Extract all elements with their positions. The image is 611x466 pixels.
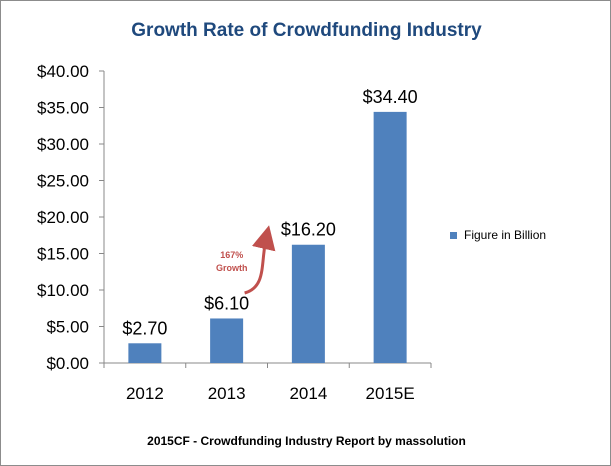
x-tick-label: 2014 (289, 384, 327, 403)
y-tick-label: $5.00 (46, 318, 89, 337)
y-tick-label: $15.00 (37, 245, 89, 264)
y-tick-label: $40.00 (37, 62, 89, 81)
x-axis-labels: 2012 2013 2014 2015E (126, 384, 415, 403)
bar-2013 (210, 318, 244, 363)
y-tick-label: $35.00 (37, 99, 89, 118)
bar-2012 (128, 343, 162, 363)
y-axis-ticks: $0.00 $5.00 $10.00 $15.00 $20.00 $25.00 $30.00… (37, 62, 432, 373)
data-label-2014: $16.20 (281, 220, 336, 240)
x-tick-label: 2013 (208, 384, 246, 403)
source-note: 2015CF - Crowdfunding Industry Report by… (147, 434, 466, 448)
legend-label: Figure in Billion (464, 228, 547, 242)
growth-annotation: 167% Growth (216, 249, 248, 275)
y-tick-label: $20.00 (37, 208, 89, 227)
bar-2014 (291, 244, 325, 363)
legend-swatch (450, 231, 457, 239)
data-label-2012: $2.70 (122, 318, 167, 338)
data-label-2013: $6.10 (204, 293, 249, 313)
data-label-2015E: $34.40 (363, 87, 418, 107)
y-tick-label: $10.00 (37, 281, 89, 300)
chart-title: Growth Rate of Crowdfunding Industry (131, 20, 482, 41)
y-tick-label: $0.00 (46, 354, 89, 373)
growth-percent: 167% (220, 250, 244, 260)
x-tick-label: 2012 (126, 384, 164, 403)
data-labels: $2.70 $6.10 $16.20 $34.40 (122, 87, 417, 338)
x-tick-label: 2015E (366, 384, 415, 403)
y-tick-label: $25.00 (37, 172, 89, 191)
growth-arrow (244, 225, 276, 295)
legend: Figure in Billion (450, 228, 546, 242)
y-tick-label: $30.00 (37, 135, 89, 154)
bars (128, 111, 407, 363)
growth-word: Growth (216, 263, 248, 273)
bar-2015E (373, 111, 407, 363)
